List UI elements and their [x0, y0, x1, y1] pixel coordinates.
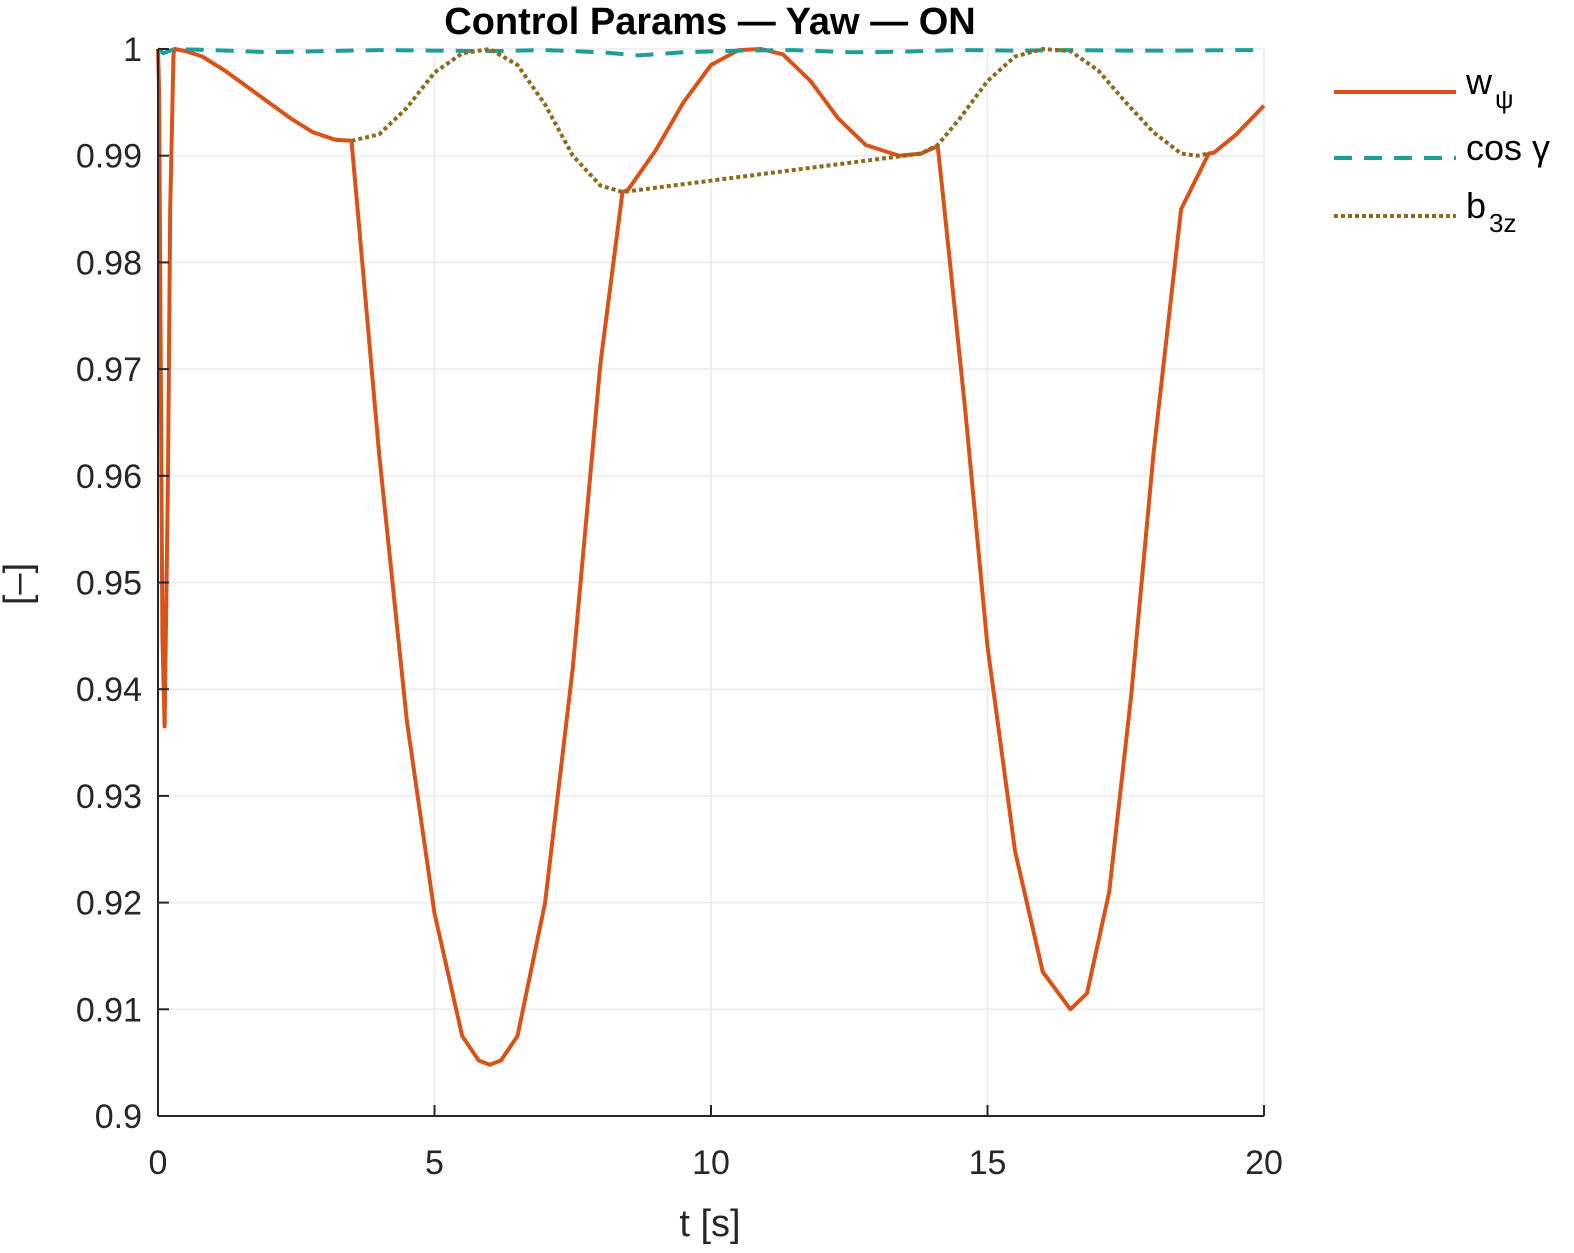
y-tick-label-10: 1 — [123, 31, 142, 69]
y-tick-label-9: 0.99 — [76, 138, 142, 176]
y-tick-label-7: 0.97 — [76, 351, 142, 389]
x-tick-label-2: 10 — [692, 1144, 730, 1182]
y-tick-label-0: 0.9 — [95, 1098, 142, 1136]
y-tick-label-8: 0.98 — [76, 244, 142, 282]
y-tick-label-6: 0.96 — [76, 458, 142, 496]
x-axis-label: t [s] — [679, 1203, 740, 1245]
legend-label-2: b 3z — [1466, 185, 1517, 238]
y-tick-label-4: 0.94 — [76, 671, 142, 709]
legend-label-1: cos γ — [1466, 127, 1550, 168]
y-tick-label-5: 0.95 — [76, 565, 142, 603]
x-tick-label-3: 15 — [969, 1144, 1007, 1182]
legend-label-sub-2: 3z — [1489, 208, 1516, 238]
legend-label-sub-0: ψ — [1495, 84, 1514, 114]
axes — [157, 48, 1265, 1117]
plot-series — [156, 47, 1266, 1067]
legend-label-main-0: w — [1465, 61, 1493, 102]
chart-title: Control Params — Yaw — ON — [444, 1, 975, 43]
x-tick-label-1: 5 — [425, 1144, 444, 1182]
tick-labels: 0 5 10 15 20 0.9 0.91 0.92 0.93 0.94 0.95 0.96 0.97 0… — [76, 31, 1283, 1182]
y-axis-label: [–] — [0, 563, 39, 605]
legend: w ψ cos γ b 3z — [1334, 61, 1550, 238]
y-tick-label-2: 0.92 — [76, 885, 142, 923]
x-tick-label-0: 0 — [149, 1144, 168, 1182]
series-line-0 — [156, 47, 1266, 1067]
y-tick-label-1: 0.91 — [76, 991, 142, 1029]
legend-label-main-2: b — [1466, 185, 1486, 226]
series-line-2 — [351, 47, 1210, 194]
x-tick-label-4: 20 — [1245, 1144, 1283, 1182]
legend-label-main-1: cos γ — [1466, 127, 1550, 168]
y-tick-label-3: 0.93 — [76, 778, 142, 816]
